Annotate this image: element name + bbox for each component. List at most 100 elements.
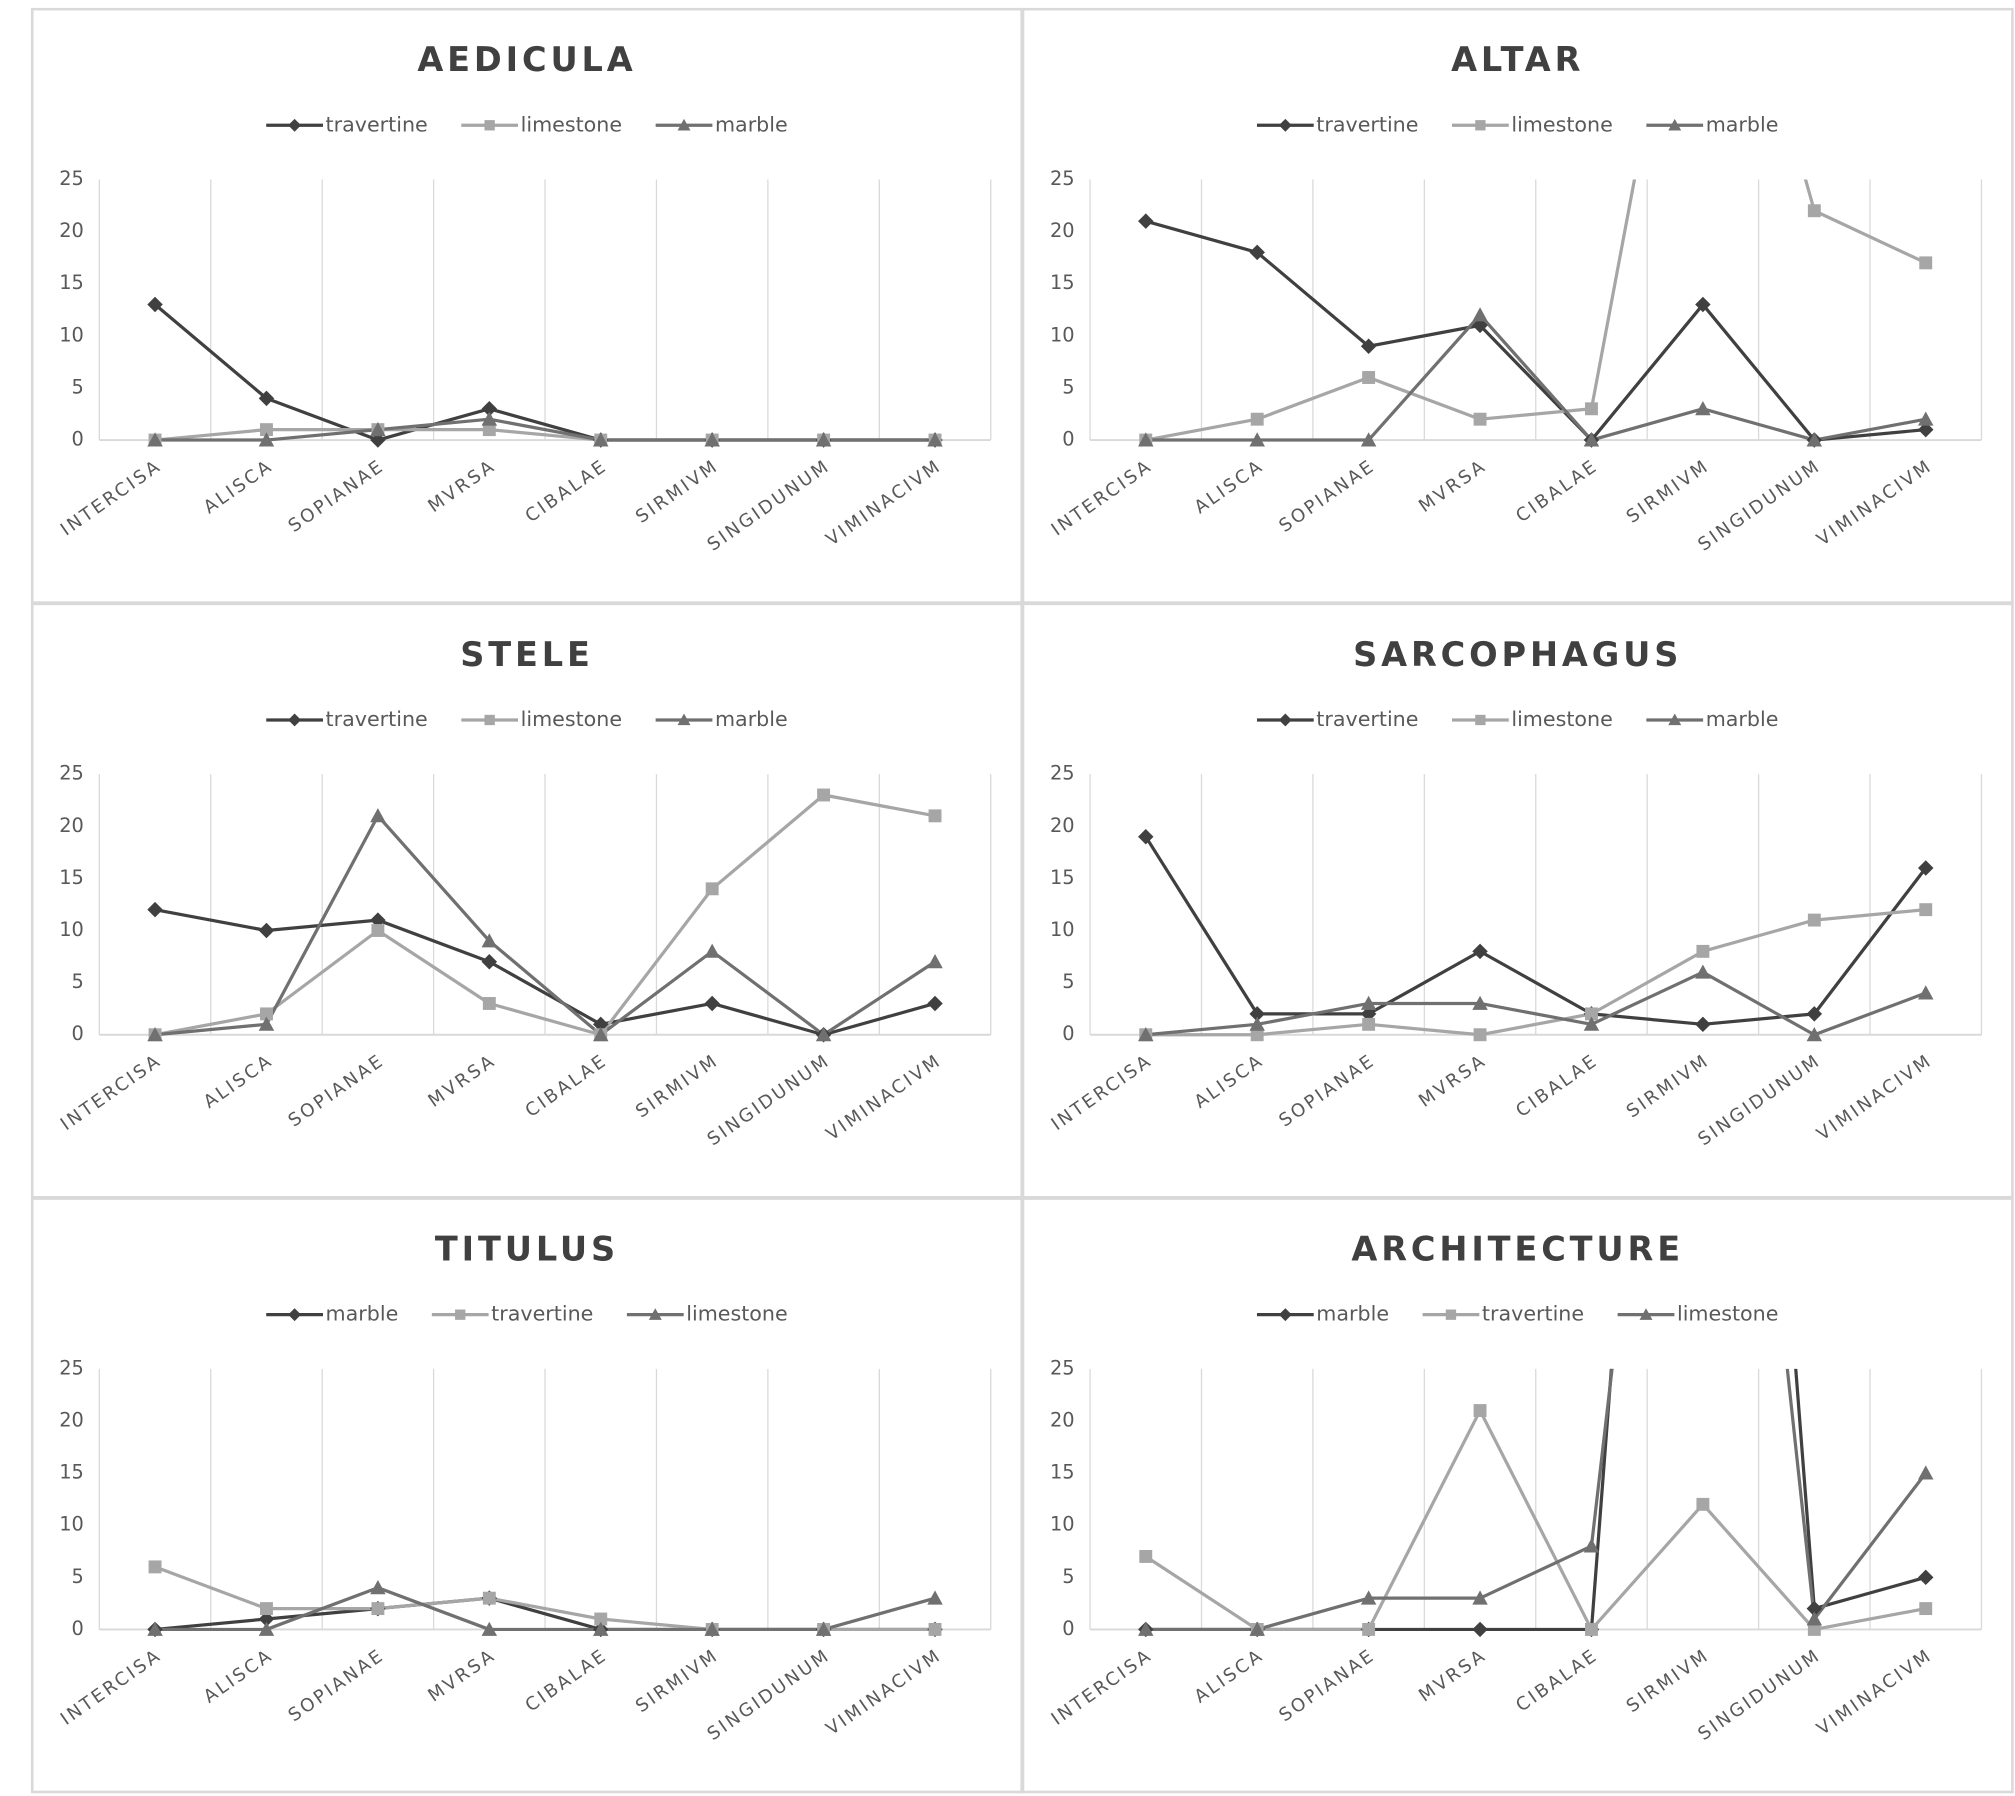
marker-diamond: [1918, 1569, 1934, 1586]
marker-square: [1696, 944, 1710, 958]
legend-marker: [288, 118, 302, 132]
marker-square: [482, 1591, 496, 1605]
legend-marker: [455, 1309, 466, 1320]
marker-triangle: [1695, 401, 1711, 416]
marker-triangle: [258, 1621, 275, 1636]
plot-area: [147, 788, 943, 1043]
marker-triangle: [815, 1621, 832, 1636]
y-tick-label: 0: [1062, 428, 1074, 451]
marker-triangle: [1138, 432, 1154, 447]
legend-label: marble: [715, 112, 788, 136]
marker-square: [1807, 913, 1821, 927]
marker-triangle: [593, 432, 609, 447]
marker-triangle: [815, 1027, 832, 1042]
marker-square: [1585, 1007, 1598, 1021]
y-tick-label: 15: [1050, 1461, 1075, 1484]
y-tick-label: 25: [1050, 167, 1075, 190]
y-tick-label: 20: [59, 1408, 84, 1431]
legend-label: limestone: [686, 1302, 787, 1326]
y-tick-label: 25: [1050, 1356, 1075, 1379]
legend-item: limestone: [1452, 112, 1613, 136]
marker-diamond: [1806, 1600, 1823, 1617]
legend-label: limestone: [521, 707, 622, 731]
marker-triangle: [1583, 432, 1600, 447]
marker-diamond: [370, 432, 386, 448]
chart-title: SARCOPHAGUS: [1353, 635, 1682, 674]
marker-triangle: [1918, 985, 1934, 1000]
marker-triangle: [481, 411, 498, 426]
marker-square: [371, 1602, 385, 1616]
marker-triangle: [1360, 995, 1377, 1010]
y-tick-label: 0: [1062, 1617, 1074, 1640]
y-tick-label: 15: [59, 866, 84, 889]
marker-triangle: [1138, 1027, 1154, 1042]
marker-square: [594, 1612, 608, 1626]
marker-triangle: [1806, 432, 1823, 447]
marker-diamond: [1138, 828, 1154, 845]
y-tick-label: 10: [59, 918, 84, 941]
y-tick-label: 10: [1050, 918, 1075, 941]
series-line: [1144, 1408, 1927, 1632]
legend-item: marble: [266, 1302, 398, 1326]
legend-marker: [1475, 714, 1486, 726]
legend-marker: [1639, 1308, 1653, 1320]
legend-item: marble: [655, 707, 788, 731]
legend-item: limestone: [1617, 1302, 1778, 1326]
marker-triangle: [1583, 1016, 1600, 1031]
marker-diamond: [1695, 296, 1711, 313]
legend-marker: [1668, 118, 1682, 131]
marker-square: [371, 924, 385, 937]
y-tick-label: 25: [59, 167, 84, 190]
marker-diamond: [1472, 943, 1488, 960]
marker-square: [260, 1602, 273, 1616]
marker-triangle: [1360, 432, 1377, 447]
series-line: [1145, 970, 1927, 1037]
legend-marker: [484, 120, 495, 131]
y-tick-label: 5: [1062, 375, 1074, 398]
marker-triangle: [147, 1621, 163, 1636]
marker-diamond: [481, 401, 498, 417]
legend-marker: [1475, 120, 1486, 131]
marker-triangle: [258, 432, 275, 447]
y-tick-label: 20: [59, 814, 84, 837]
marker-square: [1585, 1622, 1598, 1636]
marker-diamond: [481, 954, 498, 970]
legend-item: limestone: [461, 707, 622, 731]
marker-triangle: [927, 954, 943, 969]
y-tick-label: 15: [59, 271, 84, 294]
marker-triangle: [370, 808, 386, 823]
legend-item: marble: [1646, 112, 1778, 136]
marker-square: [817, 788, 831, 802]
marker-square: [1473, 1404, 1487, 1417]
legend-label: travertine: [1316, 707, 1418, 731]
marker-square: [1362, 1017, 1376, 1031]
legend-label: limestone: [521, 112, 622, 136]
legend: marble travertine limestone: [1256, 1302, 1778, 1326]
y-tick-label: 5: [72, 1565, 84, 1588]
y-tick-label: 10: [1050, 323, 1075, 346]
marker-triangle: [1249, 432, 1265, 447]
marker-square: [1919, 256, 1933, 270]
y-tick-label: 5: [1062, 1565, 1074, 1588]
legend-label: marble: [715, 707, 788, 731]
legend-marker: [1445, 1309, 1457, 1320]
y-tick-label: 10: [59, 1513, 84, 1536]
y-tick-label: 25: [59, 1356, 84, 1379]
marker-triangle: [927, 432, 943, 447]
y-tick-label: 20: [59, 219, 84, 242]
chart-title: AEDICULA: [417, 40, 636, 79]
series-line: [155, 1586, 936, 1632]
y-tick-label: 0: [72, 428, 84, 451]
series-line: [1145, 313, 1927, 442]
legend-marker: [484, 714, 495, 726]
legend-marker: [1278, 118, 1292, 132]
marker-square: [260, 423, 273, 437]
legend-item: travertine: [266, 707, 428, 731]
legend-item: marble: [655, 112, 788, 136]
marker-diamond: [258, 1611, 275, 1627]
